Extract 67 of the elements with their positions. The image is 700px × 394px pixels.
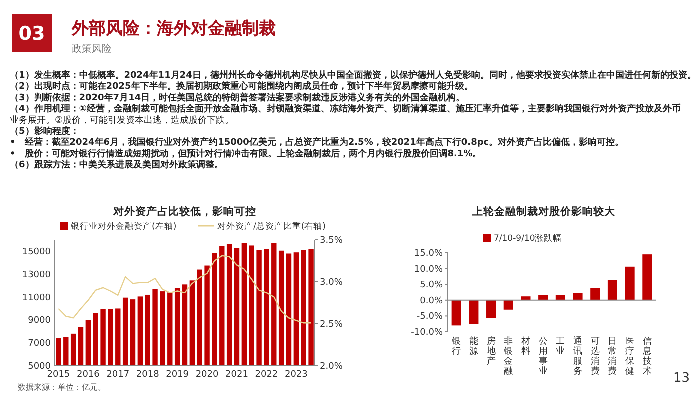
y-tick-label: 7000 (28, 339, 52, 350)
bar (538, 295, 548, 300)
y-tick-label: -5.0% (416, 312, 444, 322)
y-tick-label: 0.0% (420, 296, 444, 306)
x-tick-label: 非银金融 (503, 336, 514, 377)
x-tick-label: 工业 (556, 337, 566, 357)
y2-tick-label: 3.5% (320, 236, 344, 246)
bar (452, 300, 462, 326)
text: （3）判断依据：2020年7月14日，时任美国总统的特朗普签署法案要求制裁违反涉港义务有关的外国金融机构。 (10, 91, 466, 104)
bar (608, 280, 618, 300)
y2-tick-label: 2.0% (320, 362, 344, 372)
x-tick-label: 2017 (106, 370, 130, 380)
source-note: 数据来源：单位：亿元。 (18, 383, 106, 392)
text: 03 (18, 23, 46, 45)
y-tick-label: 9000 (28, 316, 52, 326)
y-tick-label: 15000 (22, 247, 52, 258)
bar (625, 266, 635, 300)
text: （1）发生概率：中低概率。2024年11月24日，德州州长命令德州机构尽快从中国全面撤资，以保护德州人免受影响。同时，他要求投资实体禁止在中国进任何新的投资。 (10, 70, 696, 81)
text: （5）影响程度： (10, 126, 80, 137)
x-tick-label: 2023 (284, 370, 308, 380)
x-tick-label: 材料 (520, 336, 530, 357)
y-tick-label: 13000 (22, 270, 52, 280)
y-tick-label: 15.0% (414, 249, 444, 259)
text: 13 (673, 371, 690, 386)
x-tick-label: 2018 (136, 370, 160, 380)
x-tick-label: 通讯服务 (574, 336, 583, 377)
x-tick-label: 2020 (196, 370, 220, 380)
x-tick-label: 2019 (166, 370, 190, 380)
text: （6）跟踪方法：中美关系进展及美国对外政策调整。 (10, 160, 224, 171)
y-tick-label: -10.0% (411, 328, 444, 338)
x-tick-label: 2022 (255, 370, 278, 380)
y2-tick-label: 2.5% (320, 320, 344, 330)
x-tick-label: 2015 (47, 370, 70, 380)
line-series (58, 255, 312, 324)
legend-label: 对外资产/总资产比重(右轴) (218, 221, 326, 232)
text: • 股价：可能对银行行情造成短期扰动，但预计对行情冲击有限。上轮金融制裁后，两个月内银行股股价回调8.1%。 (10, 148, 482, 160)
text: （2）出现时点：可能在2025年下半年。换届初期政策重心可能围绕内阁成员任命，预计下半年贸易摩擦可能升级。 (10, 81, 474, 92)
bar (556, 295, 566, 300)
bar (642, 254, 652, 300)
legend-label: 银行业对外金融资产(左轴) (70, 221, 177, 232)
x-tick-label: 2016 (76, 370, 100, 380)
chart-title: 上轮金融制裁对股价影响较大 (472, 205, 616, 218)
y-tick-label: 5.0% (420, 280, 444, 291)
x-tick-label: 银行 (451, 336, 462, 357)
bar (521, 296, 531, 300)
x-tick-label: 可选消费 (590, 337, 600, 377)
chart-title: 对外资产占比较低，影响可控 (112, 205, 256, 218)
y-tick-label: 11000 (22, 293, 52, 304)
x-tick-label: 日常消费 (608, 337, 618, 377)
bar (573, 293, 583, 300)
x-tick-label: 信息技术 (642, 336, 652, 377)
x-tick-label: 公用事业 (538, 336, 548, 377)
text: • 经营：截至2024年6月，我国银行业对外资产约15000亿美元，占总资产比重为2.5%，较2021年高点下行0.8pc。对外资产占比偏低，影响可控。 (10, 137, 624, 148)
text: （4）作用机理：①经营，金融制裁可能包括全面开放金融市场、封锁融资渠道、冻结海外资产、切断清算渠道、施压汇率升值等，主要影响我国银行对外资产投放及外币业务展开。②股价，可能引发资本出逃，造成股价下跌。 (10, 104, 681, 126)
x-tick-label: 医疗保健 (626, 336, 635, 377)
legend-label: 7/10-9/10涨跌幅 (494, 233, 562, 244)
bar (504, 300, 514, 310)
bar (486, 300, 496, 318)
x-tick-label: 房地产 (486, 336, 496, 367)
x-tick-label: 能源 (469, 336, 478, 357)
bar (469, 300, 479, 324)
bar (590, 288, 600, 300)
y-tick-label: 10.0% (414, 264, 444, 275)
x-tick-label: 2021 (226, 370, 248, 380)
text: 政策风险 (72, 43, 112, 55)
y2-tick-label: 3.0% (320, 278, 344, 288)
text: 外部风险：海外对金融制裁 (71, 19, 276, 39)
